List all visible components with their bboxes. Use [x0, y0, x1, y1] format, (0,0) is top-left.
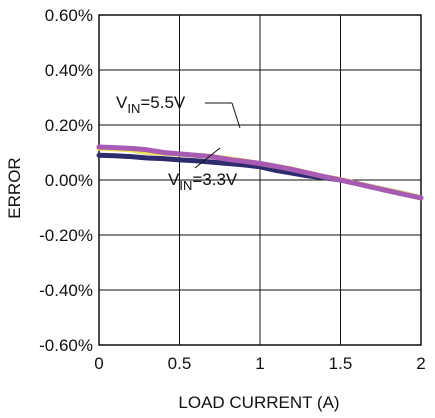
y-axis-title: ERROR — [5, 157, 24, 218]
y-tick-label: -0.20% — [39, 226, 93, 245]
annotation-leader-5v5-tick — [231, 102, 241, 129]
y-tick-label: 0.00% — [45, 171, 93, 190]
annotation-vin-5v5: VIN=5.5V — [116, 93, 186, 116]
tick-labels: 0 0.5 1 1.5 2 0.60% 0.40% 0.20% 0.00% -0.20% -0.40… — [39, 6, 426, 373]
x-tick-label: 1 — [255, 354, 264, 373]
annotation-vin-3v3: VIN=3.3V — [168, 170, 238, 193]
annotation-leader-3v3 — [194, 147, 221, 169]
grid — [98, 14, 422, 346]
annotations: VIN=5.5V VIN=3.3V — [116, 93, 241, 193]
y-tick-label: 0.60% — [45, 6, 93, 25]
y-tick-label: 0.20% — [45, 116, 93, 135]
series-line-3 — [96, 144, 424, 201]
y-tick-label: -0.60% — [39, 336, 93, 355]
y-tick-label: 0.40% — [45, 61, 93, 80]
x-tick-label: 0.5 — [168, 354, 192, 373]
x-axis-title: LOAD CURRENT (A) — [178, 393, 339, 412]
x-tick-label: 1.5 — [329, 354, 353, 373]
x-tick-label: 0 — [94, 354, 103, 373]
series-lines — [96, 144, 424, 201]
y-tick-label: -0.40% — [39, 281, 93, 300]
x-tick-label: 2 — [416, 354, 425, 373]
